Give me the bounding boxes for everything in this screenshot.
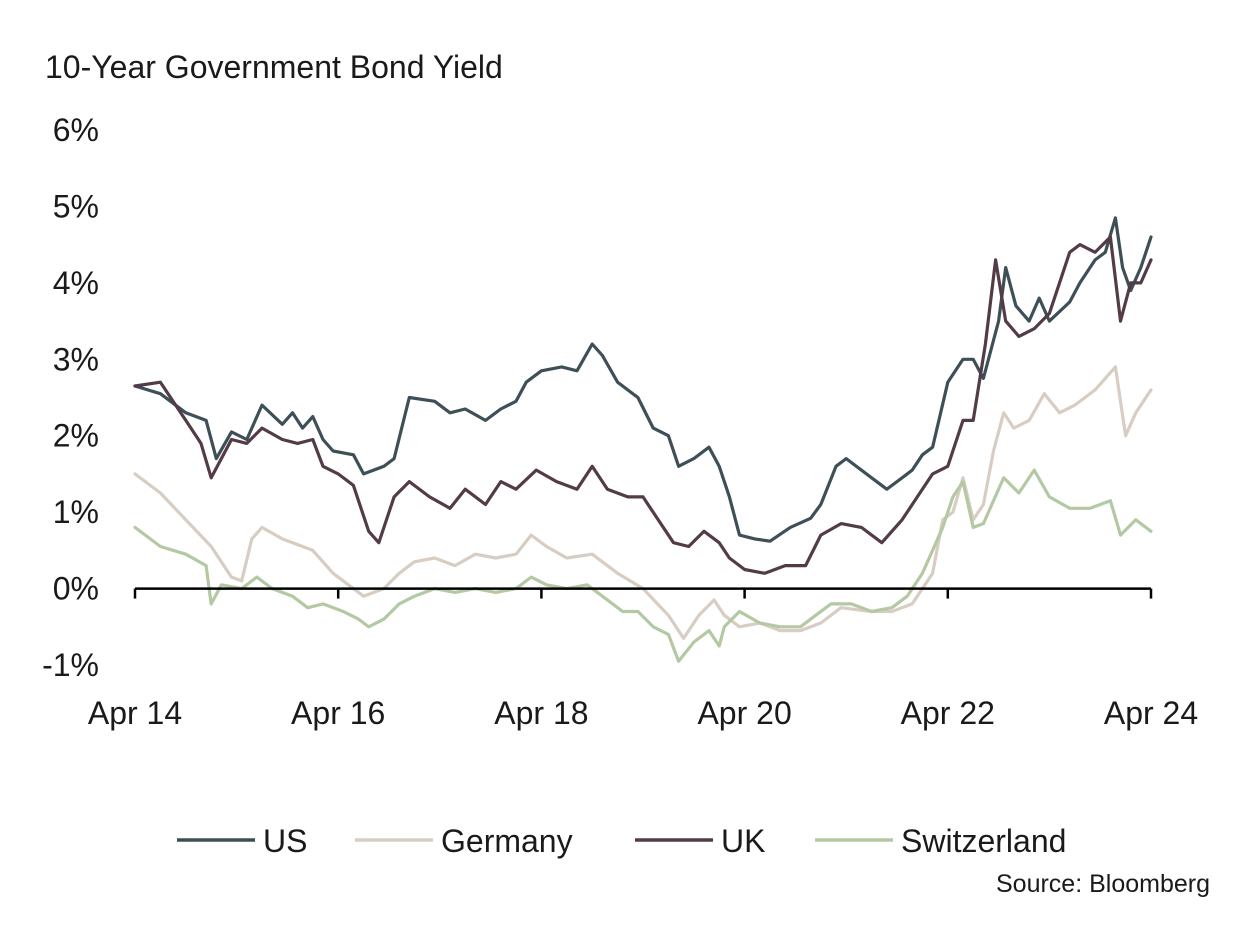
legend-label-uk: UK: [721, 823, 765, 859]
series-line-switzerland: [133, 468, 1153, 663]
y-tick-label: 2%: [53, 418, 99, 454]
y-tick-label: 0%: [53, 571, 99, 607]
x-axis-tick-labels: Apr 14 Apr 16 Apr 18 Apr 20 Apr 22 Apr 24: [88, 695, 1198, 731]
y-tick-label: 3%: [53, 341, 99, 377]
x-tick-label: Apr 22: [901, 695, 995, 731]
y-tick-label: -1%: [42, 647, 99, 683]
series-line-uk: [133, 235, 1153, 575]
legend-label-germany: Germany: [441, 823, 573, 859]
legend: US Germany UK Switzerland: [177, 823, 1066, 859]
x-tick-label: Apr 16: [291, 695, 385, 731]
x-tick-label: Apr 24: [1104, 695, 1198, 731]
x-axis: [133, 587, 1153, 599]
source-note: Source: Bloomberg: [996, 870, 1210, 898]
y-axis-tick-labels: 6% 5% 4% 3% 2% 1% 0% -1%: [42, 112, 99, 683]
y-tick-label: 5%: [53, 188, 99, 224]
legend-label-switzerland: Switzerland: [901, 823, 1066, 859]
x-tick-label: Apr 18: [494, 695, 588, 731]
x-tick-label: Apr 14: [88, 695, 182, 731]
y-tick-label: 1%: [53, 494, 99, 530]
series-line-us: [133, 216, 1153, 543]
chart-title: 10-Year Government Bond Yield: [45, 49, 503, 85]
series-line-germany: [133, 365, 1153, 640]
y-tick-label: 4%: [53, 265, 99, 301]
x-tick-label: Apr 20: [697, 695, 791, 731]
series-lines: [133, 216, 1153, 663]
y-tick-label: 6%: [53, 112, 99, 148]
legend-label-us: US: [263, 823, 307, 859]
